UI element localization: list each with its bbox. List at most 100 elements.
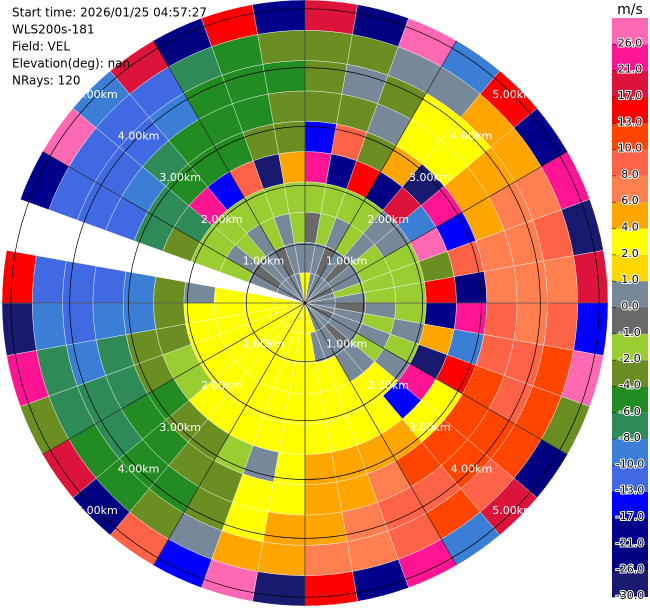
colorbar-bin <box>612 202 648 229</box>
range-gate <box>304 120 337 155</box>
range-gate <box>304 511 348 546</box>
range-gate <box>304 541 353 576</box>
colorbar-tick-label: -13.0 <box>616 484 644 497</box>
range-label: 5.00km <box>76 88 118 101</box>
field <box>1 0 609 607</box>
range-gate <box>304 571 358 607</box>
colorbar-bin <box>612 44 648 71</box>
range-gate <box>32 302 67 351</box>
range-gate <box>262 511 306 546</box>
colorbar-tick-label: 26.0 <box>618 36 643 49</box>
spoke <box>153 302 306 566</box>
colorbar-tick-label: 1.0 <box>621 273 639 286</box>
range-gate <box>304 60 348 95</box>
range-label: 4.00km <box>451 462 493 475</box>
spoke <box>42 151 306 304</box>
range-gate <box>483 265 518 304</box>
range-ring <box>69 67 541 539</box>
colorbar-bin <box>612 439 648 466</box>
colorbar-tick-label: -10.0 <box>616 457 644 470</box>
colorbar-bin <box>612 360 648 387</box>
range-label: 1.00km <box>243 338 285 351</box>
colorbar-tick-label: -26.0 <box>616 563 644 576</box>
spoke <box>42 302 306 455</box>
range-gate <box>543 255 578 304</box>
range-label: 4.00km <box>451 130 493 143</box>
colorbar-tick-label: 0.0 <box>621 300 639 313</box>
colorbar-bin <box>612 149 648 176</box>
colorbar-bin <box>612 465 648 492</box>
colorbar-tick-label: -17.0 <box>616 510 644 523</box>
range-gate <box>304 0 358 35</box>
colorbar-tick-label: -4.0 <box>619 378 640 391</box>
colorbar-tick-label: 13.0 <box>618 115 643 128</box>
range-gate <box>267 481 306 516</box>
range-gate <box>92 265 127 304</box>
colorbar-tick-label: -30.0 <box>616 589 644 602</box>
range-gate <box>304 90 343 125</box>
colorbar-bin <box>612 307 648 334</box>
range-label: 2.00km <box>201 379 243 392</box>
spoke <box>304 302 568 455</box>
range-gate <box>1 302 37 356</box>
range-label: 3.00km <box>409 171 451 184</box>
range-gate <box>453 302 488 335</box>
colorbar-tick-label: -8.0 <box>619 431 640 444</box>
colorbar-bin <box>612 570 648 597</box>
range-gate <box>62 260 97 304</box>
range-gate <box>273 120 306 155</box>
range-label: 3.00km <box>409 421 451 434</box>
range-gate <box>257 541 306 576</box>
colorbar-tick-label: -21.0 <box>616 536 644 549</box>
range-gate <box>257 30 306 65</box>
range-gate <box>252 571 306 607</box>
range-label: 2.00km <box>367 379 409 392</box>
colorbar-tick-label: 2.0 <box>621 247 639 260</box>
range-gate <box>32 255 67 304</box>
colorbar-bin <box>612 333 648 361</box>
colorbar-tick-label: 8.0 <box>621 168 639 181</box>
range-ring <box>128 126 482 480</box>
range-label: 3.00km <box>159 421 201 434</box>
info-line: Start time: 2026/01/25 04:57:27 <box>12 6 207 20</box>
colorbar-tick-label: 17.0 <box>618 89 643 102</box>
colorbar-label: m/s <box>617 2 643 18</box>
range-gate <box>453 271 488 304</box>
info-line: Field: VEL <box>12 40 70 54</box>
range-gate <box>213 286 246 304</box>
range-gate <box>513 260 548 304</box>
range-gate <box>1 250 37 304</box>
range-gate <box>122 302 157 335</box>
info-line: Elevation(deg): nan <box>12 57 130 71</box>
colorbar-tick-label: 21.0 <box>618 63 643 76</box>
range-label: 1.00km <box>326 338 368 351</box>
range-label: 4.00km <box>118 130 160 143</box>
colorbar-tick-label: -6.0 <box>619 405 640 418</box>
colorbar-bin <box>612 491 648 519</box>
range-gate <box>262 60 306 95</box>
colorbar-tick-label: -2.0 <box>619 352 640 365</box>
colorbar-bin <box>612 412 648 440</box>
colorbar-bin <box>612 96 648 124</box>
spoke <box>153 40 306 304</box>
colorbar-tick-label: -1.0 <box>619 326 640 339</box>
colorbar-bin <box>612 70 648 97</box>
range-gate <box>153 276 186 304</box>
range-gate <box>252 0 306 35</box>
colorbar-bin <box>612 281 648 308</box>
range-ring <box>245 243 365 363</box>
colorbar-tick-label: 4.0 <box>621 221 639 234</box>
range-label: 2.00km <box>367 213 409 226</box>
spoke <box>304 40 457 304</box>
range-ring <box>186 184 424 422</box>
colorbar-bin <box>612 386 648 413</box>
range-gate <box>92 302 127 341</box>
range-label: 4.00km <box>118 462 160 475</box>
range-label: 5.00km <box>492 88 534 101</box>
range-gate <box>244 292 276 304</box>
colorbar-bin <box>612 254 648 282</box>
colorbar-bin <box>612 18 648 45</box>
colorbar-bin <box>612 518 648 545</box>
range-gate <box>513 302 548 346</box>
